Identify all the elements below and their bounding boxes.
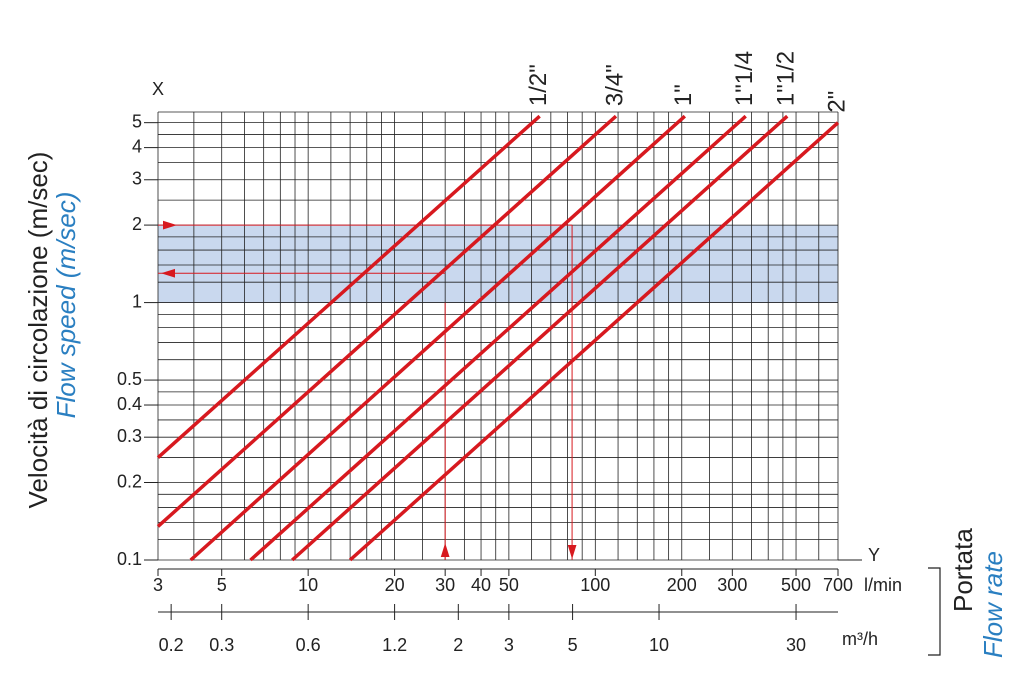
y-tick-label: 5 [132, 111, 142, 131]
x-axis-name: Y [868, 545, 880, 565]
y-axis-name: X [152, 79, 164, 99]
x-tick-label: 500 [781, 575, 811, 595]
series-line [156, 114, 618, 528]
x2-unit: m³/h [842, 629, 878, 649]
x-unit: l/min [864, 575, 902, 595]
x-tick-label: 200 [667, 575, 697, 595]
y-tick-label: 0.5 [117, 369, 142, 389]
series-label: 1"1/4 [731, 51, 758, 106]
y-tick-label: 4 [132, 136, 142, 156]
y-subtitle: Flow speed (m/sec) [51, 192, 81, 419]
x-tick-label: 30 [435, 575, 455, 595]
x2-tick-label: 0.6 [296, 635, 321, 655]
x2-tick-label: 3 [504, 635, 514, 655]
y-tick-label: 0.4 [117, 394, 142, 414]
x-subtitle: Flow rate [978, 551, 1008, 658]
y-tick-label: 0.1 [117, 549, 142, 569]
x-tick-label: 3 [153, 575, 163, 595]
y-tick-label: 3 [132, 169, 142, 189]
highlight-band [158, 225, 838, 303]
x2-tick-label: 0.3 [209, 635, 234, 655]
guide-arrow [440, 543, 450, 557]
x-tick-label: 40 [471, 575, 491, 595]
x-tick-label: 300 [717, 575, 747, 595]
y-title: Velocità di circolazione (m/sec) [23, 152, 53, 509]
y-tick-label: 2 [132, 214, 142, 234]
x-title: Portata [948, 528, 978, 612]
y-tick-label: 1 [132, 291, 142, 311]
x-tick-label: 700 [823, 575, 853, 595]
x2-tick-label: 0.2 [159, 635, 184, 655]
x2-tick-label: 5 [568, 635, 578, 655]
x2-tick-label: 30 [786, 635, 806, 655]
series-label: 1"1/2 [773, 51, 800, 106]
x-tick-label: 5 [217, 575, 227, 595]
x-tick-label: 50 [499, 575, 519, 595]
guide-arrow [161, 268, 175, 278]
x-tick-label: 100 [580, 575, 610, 595]
series-line [189, 114, 687, 562]
series-line [291, 114, 789, 562]
guide-arrow [567, 545, 577, 559]
series-line [156, 114, 541, 459]
series-line [348, 121, 840, 562]
series-label: 1/2" [525, 64, 552, 106]
x2-tick-label: 2 [453, 635, 463, 655]
y-tick-label: 0.2 [117, 471, 142, 491]
series-label: 3/4" [601, 64, 628, 106]
guide-arrow [163, 220, 177, 230]
series-label: 1" [670, 84, 697, 106]
series-line [249, 114, 747, 562]
y-tick-label: 0.3 [117, 426, 142, 446]
x-tick-label: 10 [298, 575, 318, 595]
x2-tick-label: 10 [649, 635, 669, 655]
series-label: 2" [823, 91, 850, 113]
x2-tick-label: 1.2 [382, 635, 407, 655]
bracket [928, 567, 941, 656]
x-tick-label: 20 [385, 575, 405, 595]
